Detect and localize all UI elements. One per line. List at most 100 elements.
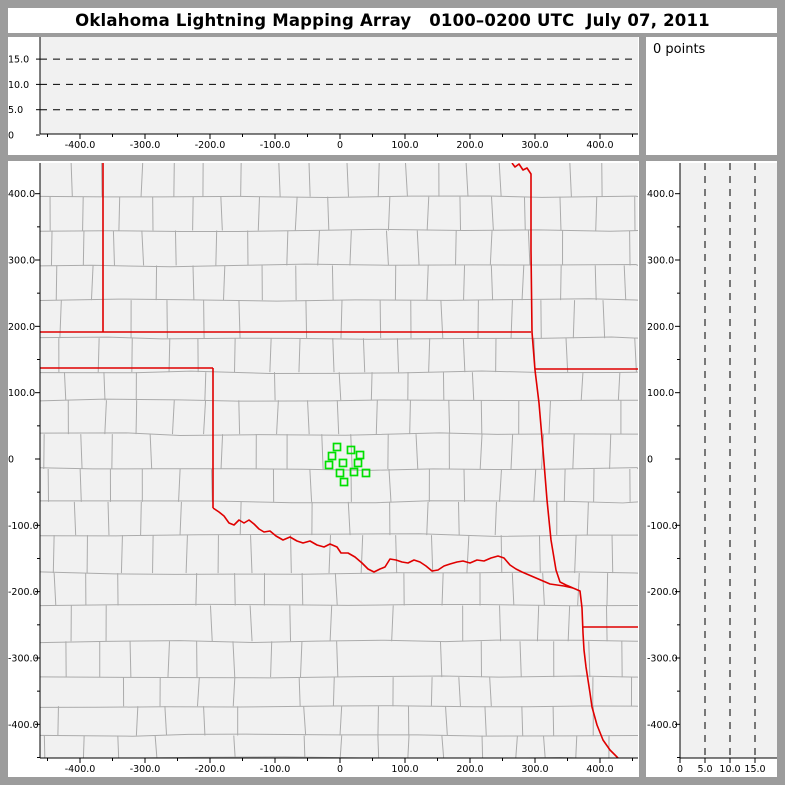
county-boundary-line xyxy=(521,265,525,301)
y-tick-label: -300.0 xyxy=(647,653,678,664)
east-west-altitude-panel: 0 5.0 10.0 15.0 -400.0 -300.0 -200.0 -100.0 0 100… xyxy=(8,37,639,155)
county-boundary-line xyxy=(462,338,466,373)
county-boundary-line xyxy=(336,641,339,678)
state-border-red-river xyxy=(212,507,574,589)
lma-station-marker xyxy=(335,468,345,478)
county-boundary-line xyxy=(118,196,121,231)
county-boundary-line xyxy=(586,501,589,536)
county-boundary-line xyxy=(107,501,110,536)
x-tick-label: 0 xyxy=(337,764,343,775)
county-boundary-line xyxy=(519,641,522,678)
county-boundary-line xyxy=(523,196,526,231)
county-boundary-line xyxy=(459,196,462,231)
county-boundary-line xyxy=(329,605,333,642)
county-boundary-line xyxy=(527,230,531,266)
y-tick-label: 300.0 xyxy=(8,256,35,267)
county-boundary-line xyxy=(484,706,487,736)
county-boundary-line xyxy=(491,196,494,231)
county-boundary-line xyxy=(215,230,218,266)
county-boundary-line xyxy=(40,675,638,679)
county-boundary-line xyxy=(377,735,380,758)
county-boundary-line xyxy=(220,196,223,231)
county-boundary-line xyxy=(174,230,177,266)
county-boundary-line xyxy=(499,468,502,502)
county-boundary-line xyxy=(141,230,145,266)
county-boundary-line xyxy=(559,196,562,231)
county-boundary-line xyxy=(57,706,59,736)
lma-station-marker xyxy=(353,458,363,468)
x-tick-label: 100.0 xyxy=(391,764,418,775)
county-boundary-line xyxy=(178,468,181,502)
county-boundary-line xyxy=(55,265,58,301)
county-boundary-line xyxy=(404,163,408,197)
county-boundary-line xyxy=(204,372,207,401)
county-boundary-line xyxy=(455,230,457,266)
county-boundary-line xyxy=(569,163,572,197)
county-boundary-line xyxy=(171,400,175,435)
county-boundary-line xyxy=(129,641,132,678)
y-tick-label: 100.0 xyxy=(8,388,35,399)
county-boundary-line xyxy=(40,398,638,402)
county-boundary-line xyxy=(494,501,497,536)
county-boundary-line xyxy=(40,195,638,199)
county-boundary-line xyxy=(40,500,638,504)
county-boundary-line xyxy=(416,230,420,266)
county-boundary-line xyxy=(499,605,502,642)
county-boundary-line xyxy=(82,735,85,758)
state-border-kansas-missouri-arkansas xyxy=(511,163,574,589)
title-bar: Oklahoma Lightning Mapping Array 0100–02… xyxy=(8,8,777,33)
x-tick-label: 400.0 xyxy=(586,140,613,151)
y-tick-label: 0 xyxy=(647,455,653,466)
county-boundary-line xyxy=(360,535,364,574)
county-boundary-line xyxy=(40,571,638,575)
y-tick-label: 400.0 xyxy=(647,189,674,200)
county-boundary-line xyxy=(303,706,307,736)
county-boundary-line xyxy=(377,163,380,197)
county-boundary-line xyxy=(249,605,253,642)
county-boundary-line xyxy=(563,468,566,502)
county-boundary-line xyxy=(90,265,94,301)
county-boundary-line xyxy=(321,434,324,470)
county-boundary-line xyxy=(339,735,343,758)
x-tick-label: 300.0 xyxy=(521,764,548,775)
county-boundary-line xyxy=(387,196,391,231)
county-boundary-line xyxy=(40,705,638,708)
county-boundary-line xyxy=(332,338,335,373)
county-boundary-line xyxy=(409,400,411,435)
county-boundary-line xyxy=(377,706,379,736)
county-boundary-line xyxy=(220,434,224,470)
north-south-altitude-panel: -400.0 -300.0 -200.0 -100.0 0 100.0 200.0 300.0… xyxy=(646,161,777,777)
county-boundary-line xyxy=(79,468,82,502)
county-boundary-line xyxy=(203,400,207,435)
county-boundary-line xyxy=(40,263,638,268)
county-boundary-line xyxy=(441,735,445,758)
county-boundary-line xyxy=(479,434,483,470)
county-boundary-line xyxy=(347,501,351,536)
lma-station-marker xyxy=(346,445,356,455)
county-boundary-line xyxy=(338,372,342,401)
county-boundary-line xyxy=(463,265,466,301)
county-boundary-line xyxy=(240,163,242,197)
lma-station-marker xyxy=(324,460,334,470)
county-boundary-line xyxy=(40,733,638,737)
county-boundary-line xyxy=(465,163,469,197)
y-tick-label: 5.0 xyxy=(8,105,23,116)
lma-station-marker xyxy=(339,477,349,487)
county-boundary-line xyxy=(135,400,138,435)
county-boundary-line xyxy=(327,196,330,231)
county-boundary-line xyxy=(548,400,551,435)
county-boundary-line xyxy=(396,338,400,373)
county-boundary-line xyxy=(328,535,331,574)
county-boundary-line xyxy=(370,372,373,401)
county-boundary-line xyxy=(289,605,292,642)
county-boundary-line xyxy=(602,300,606,339)
county-boundary-line xyxy=(40,298,638,302)
county-boundary-line xyxy=(63,372,67,401)
plan-view-map-plot: -400.0 -400.0 -300.0 -300.0 -200.0 -200.0 -100… xyxy=(8,163,638,775)
county-boundary-line xyxy=(140,501,142,536)
x-tick-label: 300.0 xyxy=(521,140,548,151)
county-boundary-line xyxy=(152,535,154,574)
county-boundary-line xyxy=(192,196,194,231)
plan-view-map-panel: -400.0 -400.0 -300.0 -300.0 -200.0 -200.0 -100… xyxy=(8,161,639,777)
county-boundary-line xyxy=(533,468,537,502)
